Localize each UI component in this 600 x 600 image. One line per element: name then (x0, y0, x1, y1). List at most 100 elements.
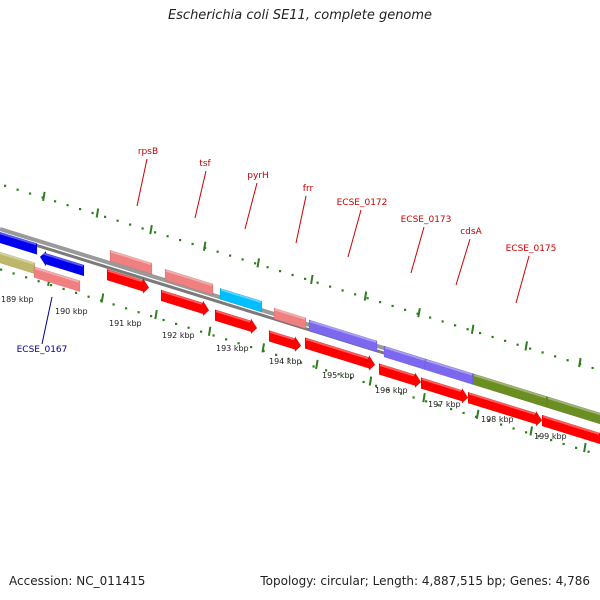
tick-dot-upper (141, 227, 144, 230)
tick-dot-upper (216, 250, 219, 253)
tick-dot-lower (450, 408, 453, 411)
tick-dot-lower (325, 369, 328, 372)
tick-dot-lower (512, 427, 515, 430)
tick-dot-upper (529, 347, 532, 350)
major-tick-lower (207, 326, 212, 336)
gene-label-leader (295, 195, 307, 244)
tick-dot-lower (12, 272, 15, 275)
tick-dot-lower (400, 392, 403, 395)
tick-dot-upper (354, 293, 357, 296)
tick-dot-upper (391, 304, 394, 308)
scale-label: 189 kbp (1, 295, 34, 304)
tick-dot-upper (191, 242, 194, 246)
tick-dot-upper (266, 266, 269, 269)
major-tick-lower (154, 309, 158, 320)
tick-dot-lower (537, 435, 540, 438)
gene-block-purple-shine (309, 320, 377, 343)
gene-block-pink (33, 266, 81, 293)
accession-label: Accession: NC_011415 (9, 574, 146, 588)
tick-dot-upper (329, 285, 332, 288)
tick-dot-upper (491, 335, 494, 339)
scale-label: 192 kbp (162, 331, 195, 340)
scale-label: 197 kbp (428, 400, 461, 409)
tick-dot-lower (62, 287, 65, 291)
tick-dot-lower (412, 396, 415, 399)
tick-dot-lower (462, 411, 465, 415)
tick-dot-lower (525, 431, 528, 434)
major-tick-lower (475, 409, 480, 419)
gene-label: rpsB (138, 147, 158, 157)
tick-dot-lower (0, 268, 3, 271)
gene-block-pink-shine (110, 250, 152, 265)
tick-dot-lower (575, 446, 578, 449)
tick-dot-lower (175, 322, 178, 325)
tick-dot-upper (154, 231, 157, 234)
tick-dot-lower (162, 318, 165, 322)
major-tick-upper (149, 224, 153, 235)
major-tick-lower (368, 376, 373, 386)
cds-arrow-shine (305, 338, 369, 360)
tick-dot-lower (187, 326, 190, 329)
major-tick-upper (470, 324, 475, 334)
cds-arrow-shine (161, 290, 203, 305)
tick-dot-lower (137, 311, 140, 314)
tick-dot-lower (562, 442, 565, 446)
gene-label-leader (455, 238, 471, 286)
tick-dot-lower (87, 295, 90, 298)
tick-dot-lower (275, 353, 278, 356)
tick-dot-lower (150, 315, 153, 318)
gene-label-leader (194, 170, 207, 219)
scale-label: 195 kbp (322, 371, 355, 380)
tick-dot-upper (441, 320, 444, 323)
gene-block-blue-shine (40, 251, 84, 267)
tick-dot-upper (91, 211, 94, 215)
tick-dot-upper (66, 204, 69, 207)
cds-arrow (541, 414, 600, 447)
tick-dot-upper (116, 219, 119, 222)
cds-arrow-shine (379, 364, 415, 377)
tick-dot-upper (79, 207, 82, 211)
tick-dot-lower (500, 423, 503, 426)
tick-dot-upper (591, 366, 594, 370)
tick-dot-upper (416, 312, 419, 315)
tick-dot-upper (4, 184, 7, 187)
tick-dot-upper (429, 316, 432, 319)
tick-dot-lower (200, 330, 203, 333)
major-tick-lower (583, 442, 587, 453)
tick-dot-lower (487, 419, 490, 422)
tick-dot-lower (425, 400, 428, 403)
tick-dot-lower (350, 377, 353, 380)
gene-label-leader (410, 226, 425, 274)
cds-arrow (214, 309, 258, 335)
tick-dot-upper (479, 331, 482, 335)
scale-label: 194 kbp (269, 357, 302, 366)
tick-dot-upper (291, 273, 294, 277)
major-tick-lower (422, 393, 426, 403)
tick-dot-lower (237, 342, 240, 345)
cds-arrow-shine (215, 310, 251, 323)
major-tick-upper (95, 208, 100, 218)
tick-dot-upper (54, 200, 57, 203)
tick-dot-upper (279, 269, 282, 273)
scale-label: 190 kbp (55, 307, 88, 316)
tick-dot-lower (387, 388, 390, 391)
major-tick-lower (261, 343, 265, 353)
tick-dot-upper (16, 188, 19, 191)
tick-dot-upper (466, 328, 469, 331)
tick-dot-lower (112, 303, 115, 306)
gene-block-pink (164, 268, 214, 296)
cds-arrow-shine (421, 378, 462, 393)
gene-label: cdsA (460, 227, 482, 237)
major-tick-upper (310, 274, 314, 285)
tick-dot-lower (37, 280, 40, 283)
cds-arrow (467, 391, 543, 427)
cds-arrow-shine (542, 415, 600, 435)
cds-arrow (420, 377, 469, 404)
tick-dot-upper (504, 339, 507, 342)
gene-label-leader (347, 209, 362, 258)
tick-dot-lower (225, 338, 228, 341)
tick-dot-upper (241, 258, 244, 261)
gene-label-leader (244, 182, 258, 230)
major-tick-upper (417, 308, 421, 318)
